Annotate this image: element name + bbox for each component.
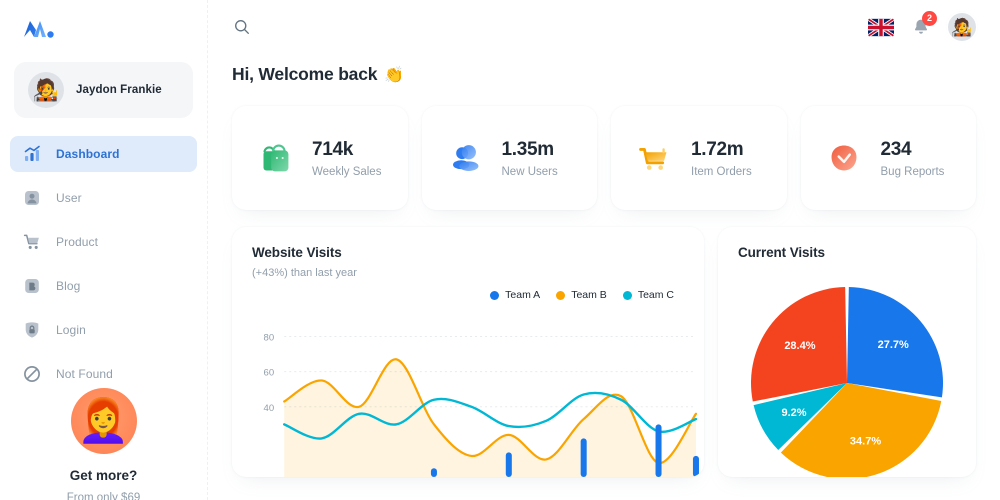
stat-value: 1.72m — [691, 138, 744, 160]
sidebar-item-user[interactable]: User — [10, 180, 197, 216]
website-visits-header: Website Visits (+43%) than last year — [232, 227, 704, 279]
svg-text:60: 60 — [264, 368, 275, 379]
svg-text:27.7%: 27.7% — [878, 339, 909, 351]
stat-text: 1.35m New Users — [502, 139, 558, 178]
notifications-button[interactable]: 2 — [908, 11, 937, 40]
logo-container[interactable] — [0, 0, 207, 52]
sidebar-nav: Dashboard User Product — [0, 136, 207, 392]
cart-icon — [23, 234, 39, 249]
stat-card-weekly-sales[interactable]: 714k Weekly Sales — [232, 106, 408, 210]
search-button[interactable] — [228, 13, 256, 41]
sidebar-profile-card[interactable]: 🧑‍🎤 Jaydon Frankie — [14, 62, 193, 118]
stat-text: 1.72m Item Orders — [691, 139, 752, 178]
sidebar-item-label: Dashboard — [56, 147, 120, 161]
promo-subtitle: From only $69 — [66, 492, 141, 500]
stat-label: Weekly Sales — [312, 165, 382, 178]
profile-name: Jaydon Frankie — [76, 84, 162, 96]
avatar: 🧑‍🎤 — [28, 72, 64, 108]
girl-avatar-icon: 👩‍🦰 — [70, 388, 137, 454]
lock-icon — [25, 322, 39, 338]
stat-text: 714k Weekly Sales — [312, 139, 381, 178]
users-icon — [452, 145, 478, 171]
svg-text:80: 80 — [264, 333, 275, 344]
charts-row: Website Visits (+43%) than last year Tea… — [232, 227, 976, 477]
legend-dot — [622, 290, 632, 300]
cart-icon — [639, 147, 667, 170]
search-icon — [235, 20, 249, 34]
current-visits-pie-chart[interactable]: 27.7% 34.7% 9.2% 28.4% — [743, 279, 951, 477]
user-icon — [25, 191, 39, 205]
stat-card-item-orders[interactable]: 1.72m Item Orders — [611, 106, 787, 210]
svg-text:28.4%: 28.4% — [784, 340, 815, 352]
sidebar: 🧑‍🎤 Jaydon Frankie Dashboard — [0, 0, 208, 500]
sidebar-item-product[interactable]: Product — [10, 224, 197, 260]
website-visits-panel: Website Visits (+43%) than last year Tea… — [232, 227, 704, 477]
current-visits-header: Current Visits — [718, 227, 976, 260]
legend-item-team-c[interactable]: Team C — [622, 289, 674, 301]
current-visits-panel: Current Visits 27.7% 34.7% 9.2% 28.4% — [718, 227, 976, 477]
stat-cards-row: 714k Weekly Sales 1. — [232, 106, 976, 210]
sidebar-item-label: Blog — [56, 279, 81, 293]
main-content: Hi, Welcome back 👏 — [208, 54, 1000, 477]
wave-emoji: 👏 — [384, 66, 405, 84]
bag-icon — [263, 144, 289, 172]
sidebar-item-label: User — [56, 191, 82, 205]
legend-item-team-a[interactable]: Team A — [490, 289, 540, 301]
sidebar-item-label: Login — [56, 323, 86, 337]
sidebar-item-login[interactable]: Login — [10, 312, 197, 348]
minimal-logo-icon — [24, 21, 54, 38]
no-entry-icon — [24, 366, 40, 382]
stat-card-new-users[interactable]: 1.35m New Users — [421, 106, 597, 210]
topbar-actions: 2 🧑‍🎤 — [868, 11, 978, 43]
pie-chart-container: 27.7% 34.7% 9.2% 28.4% — [718, 279, 976, 477]
sidebar-promo: 👩‍🦰 Get more? From only $69 — [0, 388, 207, 500]
stat-card-bug-reports[interactable]: 234 Bug Reports — [800, 106, 976, 210]
panel-subtitle: (+43%) than last year — [252, 267, 357, 279]
legend-item-team-b[interactable]: Team B — [556, 289, 607, 301]
chart-legend: Team A Team B Team C — [232, 279, 704, 301]
blog-icon — [25, 279, 39, 293]
panel-title: Current Visits — [738, 245, 825, 260]
greeting-text: Hi, Welcome back — [232, 64, 378, 84]
sidebar-item-label: Product — [56, 235, 99, 249]
stat-label: Bug Reports — [880, 165, 945, 178]
legend-label: Team C — [637, 289, 674, 301]
sidebar-item-blog[interactable]: Blog — [10, 268, 197, 304]
stat-text: 234 Bug Reports — [881, 139, 945, 178]
website-visits-chart[interactable]: 40 60 80 — [232, 313, 704, 477]
svg-text:34.7%: 34.7% — [850, 436, 881, 448]
sidebar-item-dashboard[interactable]: Dashboard — [10, 136, 197, 172]
stat-label: Item Orders — [691, 165, 752, 178]
svg-text:9.2%: 9.2% — [781, 407, 806, 419]
notification-badge: 2 — [922, 11, 937, 26]
legend-dot — [556, 290, 566, 300]
legend-dot — [490, 290, 500, 300]
stat-value: 1.35m — [501, 138, 555, 160]
page-title: Hi, Welcome back 👏 — [232, 64, 976, 85]
account-avatar-button[interactable]: 🧑‍🎤 — [946, 11, 978, 43]
stat-value: 234 — [880, 138, 912, 160]
main-area: 2 🧑‍🎤 Hi, Welcome back 👏 — [208, 0, 1000, 500]
legend-label: Team A — [505, 289, 541, 301]
bug-icon — [831, 145, 856, 171]
legend-label: Team B — [571, 289, 607, 301]
sidebar-item-label: Not Found — [56, 367, 113, 381]
sidebar-item-not-found[interactable]: Not Found — [10, 356, 197, 392]
language-flag-button[interactable] — [868, 17, 894, 37]
panel-title: Website Visits — [252, 245, 342, 260]
analytics-icon — [24, 145, 40, 161]
promo-title: Get more? — [69, 468, 138, 483]
stat-label: New Users — [501, 165, 558, 178]
topbar: 2 🧑‍🎤 — [208, 0, 1000, 54]
uk-flag-icon — [868, 17, 894, 37]
svg-text:40: 40 — [264, 403, 275, 414]
stat-value: 714k — [312, 138, 354, 160]
